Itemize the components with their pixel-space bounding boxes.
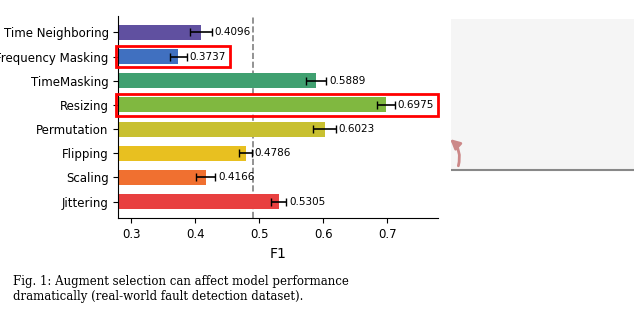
Bar	[118, 146, 246, 161]
Text: 0.5889: 0.5889	[329, 76, 365, 86]
Bar	[118, 170, 206, 185]
Bar	[118, 73, 316, 88]
Text: 0.4786: 0.4786	[255, 148, 291, 158]
Bar	[118, 49, 179, 64]
Text: performance margin: performance margin	[479, 128, 606, 138]
FancyBboxPatch shape	[447, 16, 637, 170]
Text: 0.4166: 0.4166	[218, 173, 254, 183]
Bar	[118, 122, 324, 137]
Text: lead to up to: lead to up to	[500, 78, 584, 88]
Text: 0.5305: 0.5305	[289, 197, 325, 207]
Text: 0.4096: 0.4096	[215, 27, 251, 37]
Text: 0.3737: 0.3737	[189, 51, 226, 61]
Text: 0.6023: 0.6023	[339, 124, 375, 134]
X-axis label: F1: F1	[270, 247, 287, 261]
Bar	[118, 25, 202, 40]
Bar	[118, 194, 279, 209]
Text: 0.6975: 0.6975	[397, 100, 433, 110]
Text: Fig. 1: Augment selection can affect model performance
dramatically (real-world : Fig. 1: Augment selection can affect mod…	[13, 275, 349, 303]
Text: Augmentation selection: Augmentation selection	[468, 27, 617, 37]
Bar	[118, 97, 385, 112]
Text: 32%: 32%	[604, 78, 630, 88]
